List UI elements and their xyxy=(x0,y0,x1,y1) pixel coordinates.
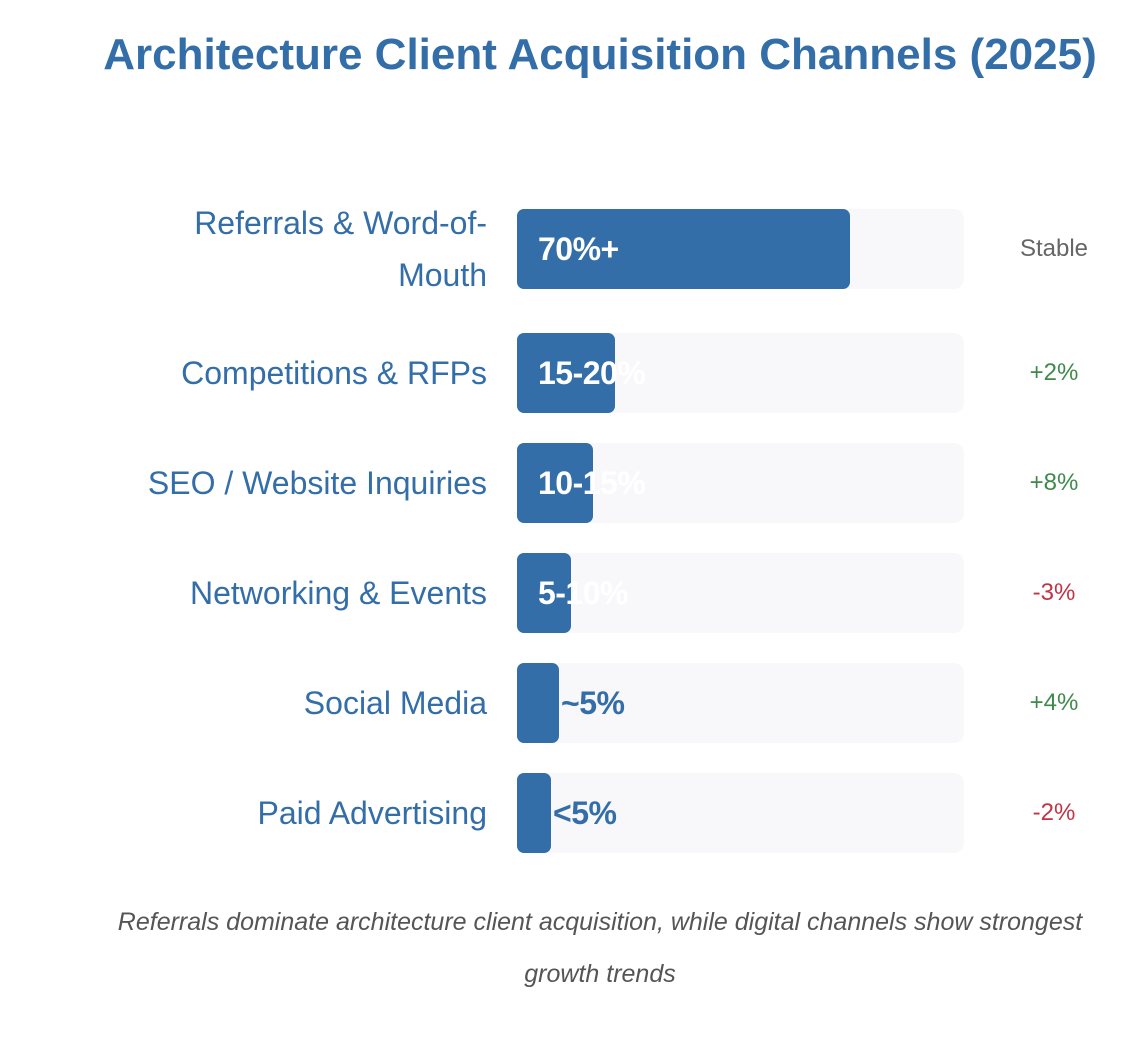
bar-value-label: 15-20% xyxy=(538,354,646,391)
category-label: Referrals & Word-of-Mouth xyxy=(194,205,487,293)
bar xyxy=(517,333,615,413)
trend-label: +4% xyxy=(1029,689,1079,716)
category-label: Social Media xyxy=(303,685,487,721)
bar-row: Networking & Events 5-10% -3% xyxy=(0,553,1126,633)
bar-track xyxy=(517,663,964,743)
trend-label: -2% xyxy=(1032,799,1076,826)
bar-value-label: <5% xyxy=(553,794,617,831)
bar xyxy=(517,773,551,853)
bar-row: Referrals & Word-of-Mouth 70%+ Stable xyxy=(0,205,1126,293)
trend-label: +8% xyxy=(1029,469,1079,496)
bar xyxy=(517,553,571,633)
category-label: SEO / Website Inquiries xyxy=(147,465,487,501)
category-label: Networking & Events xyxy=(189,575,487,611)
bar-track xyxy=(517,553,964,633)
bar-value-label: 10-15% xyxy=(538,464,646,501)
category-label: Competitions & RFPs xyxy=(181,355,487,391)
bar-row: Competitions & RFPs 15-20% +2% xyxy=(0,333,1126,413)
bar-value-label: 5-10% xyxy=(538,574,629,611)
bar-row: Paid Advertising <5% -2% xyxy=(0,773,1126,853)
trend-label: Stable xyxy=(1019,235,1089,262)
category-label: Paid Advertising xyxy=(257,795,487,831)
chart-title: Architecture Client Acquisition Channels… xyxy=(103,30,1097,79)
bar xyxy=(517,663,559,743)
bar-row: SEO / Website Inquiries 10-15% +8% xyxy=(0,443,1126,523)
bar-value-label: ~5% xyxy=(561,684,625,721)
bar-track xyxy=(517,773,964,853)
bar xyxy=(517,209,850,289)
trend-label: +2% xyxy=(1029,359,1079,386)
bar-row: Social Media ~5% +4% xyxy=(0,663,1126,743)
chart-caption: Referrals dominate architecture client a… xyxy=(117,908,1083,988)
bar-value-label: 70%+ xyxy=(538,230,619,267)
bar xyxy=(517,443,593,523)
trend-label: -3% xyxy=(1032,579,1076,606)
